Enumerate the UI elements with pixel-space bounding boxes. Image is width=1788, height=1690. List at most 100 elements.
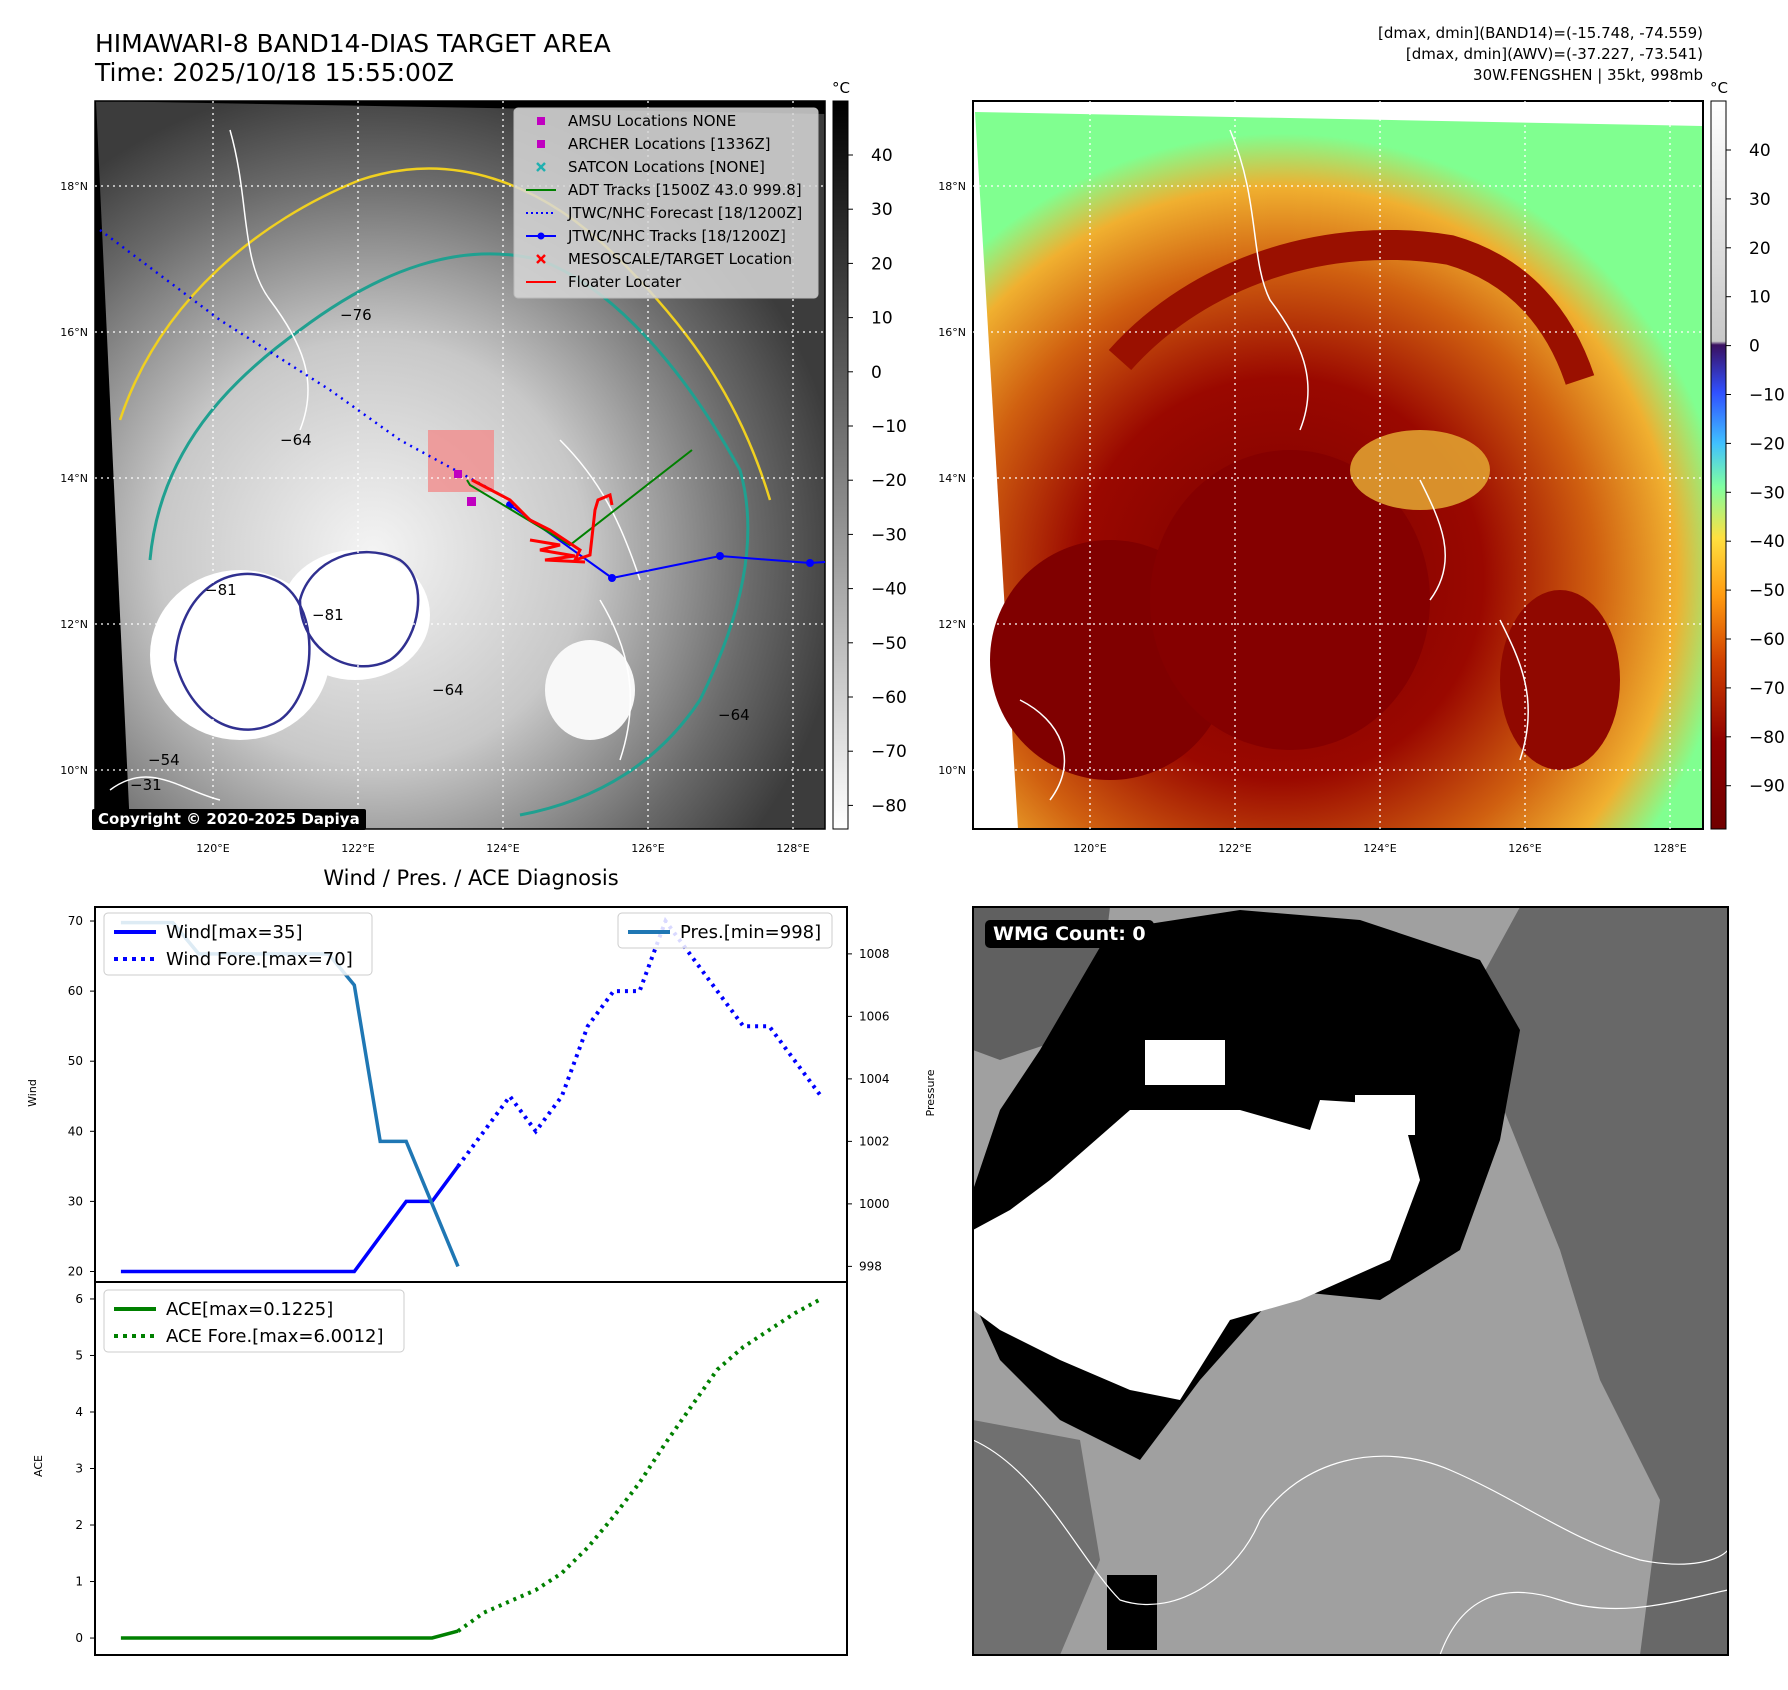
awv-colorbar-tick-label: −10 (1749, 386, 1785, 406)
awv-colorbar-tick-label: −70 (1749, 679, 1785, 699)
ir-colorbar-tick-label: −20 (871, 471, 907, 491)
awv-lat-label: 12°N (938, 618, 966, 631)
ace-legend-label: ACE Fore.[max=6.0012] (166, 1326, 384, 1347)
awv-colorbar-tick-label: −50 (1749, 581, 1785, 601)
wind-tick-label: 70 (68, 914, 83, 928)
adt-track-line (466, 449, 693, 547)
ir-colorbar-tick-label: 40 (871, 146, 893, 166)
ir-colorbar-tick-label: −70 (871, 742, 907, 762)
ir-latitude-labels: 18°N 16°N 14°N 12°N 10°N (60, 180, 88, 777)
legend-symbol (536, 254, 546, 264)
ace-tick-label: 1 (75, 1575, 83, 1589)
archer-location-marker (454, 470, 462, 478)
legend-label: ADT Tracks [1500Z 43.0 999.8] (568, 181, 802, 199)
ace-legend-box (103, 1289, 405, 1353)
awv-colorbar-tick-label: 40 (1749, 141, 1771, 161)
pressure-legend: Pres.[min=998] (617, 912, 833, 949)
ir-lon-label: 126°E (631, 842, 664, 855)
awv-colorbar-unit: °C (1710, 79, 1728, 97)
ace-plot-area (120, 1297, 823, 1640)
wmg-black-patch (1107, 1575, 1157, 1650)
awv-info-line-3: 30W.FENGSHEN | 35kt, 998mb (1473, 66, 1703, 84)
wind-legend: Wind[max=35] Wind Fore.[max=70] (103, 912, 373, 976)
ace-tick-label: 6 (75, 1292, 83, 1306)
awv-gridlines (973, 101, 1703, 829)
pressure-legend-box (617, 912, 833, 949)
wind-tick-label: 50 (68, 1054, 83, 1068)
awv-panel (972, 100, 1704, 830)
ace-tick-label: 2 (75, 1518, 83, 1532)
legend-label: SATCON Locations [NONE] (568, 158, 765, 176)
legend-label: JTWC/NHC Forecast [18/1200Z] (567, 204, 802, 222)
contour-label: −64 (718, 706, 750, 724)
ir-colorbar-tick-label: −30 (871, 525, 907, 545)
wind-legend-label: Wind[max=35] (166, 922, 303, 943)
pressure-tick-label: 1006 (859, 1009, 890, 1023)
wind-tick-label: 40 (68, 1124, 83, 1138)
awv-lat-label: 16°N (938, 326, 966, 339)
contour-label: −64 (280, 431, 312, 449)
jtwc-track-point (608, 574, 616, 582)
ir-tracks (99, 229, 826, 582)
ir-colorbar-tick-label: −80 (871, 796, 907, 816)
archer-location-marker (467, 497, 476, 506)
wmg-white-core (973, 1100, 1420, 1400)
pressure-legend-label: Pres.[min=998] (680, 922, 821, 943)
wmg-count-badge: WMG Count: 0 (985, 920, 1154, 948)
wind-tick-label: 60 (68, 984, 83, 998)
ir-cold-cloud-east (545, 640, 635, 740)
awv-lon-label: 122°E (1218, 842, 1251, 855)
contour-label: −54 (148, 751, 180, 769)
pressure-tick-label: 998 (859, 1259, 882, 1273)
awv-colorbar-tick-label: −60 (1749, 630, 1785, 650)
pressure-tick-label: 1000 (859, 1197, 890, 1211)
copyright-badge: Copyright © 2020-2025 Dapiya (92, 809, 366, 830)
awv-spiral-band (1108, 230, 1595, 385)
ir-legend-items: AMSU Locations NONE ARCHER Locations [133… (526, 112, 802, 291)
awv-lat-label: 18°N (938, 180, 966, 193)
awv-longitude-labels: 120°E 122°E 124°E 126°E 128°E (1073, 842, 1686, 855)
ir-colorbar-ticks: 40 30 20 10 0 −10 −20 −30 −40 −50 −60 −70 −80 (848, 146, 907, 816)
pressure-tick-label: 1008 (859, 947, 890, 961)
pressure-tick-label: 1004 (859, 1072, 890, 1086)
ir-lat-label: 18°N (60, 180, 88, 193)
ir-contour-labels: −76 −81 −64 −54 −31 −64 −64 −81 (130, 306, 750, 794)
wind-tick-label: 30 (68, 1194, 83, 1208)
ace-legend: ACE[max=0.1225] ACE Fore.[max=6.0012] (103, 1289, 405, 1353)
legend-label: AMSU Locations NONE (568, 112, 736, 130)
ir-lat-label: 16°N (60, 326, 88, 339)
wmg-white-patch (1145, 1040, 1225, 1085)
ace-tick-label: 4 (75, 1405, 83, 1419)
ace-y-axis: 6 5 4 3 2 1 0 (75, 1292, 95, 1645)
wind-legend-box (103, 912, 373, 976)
awv-colorbar-tick-label: −80 (1749, 728, 1785, 748)
awv-colorbar-tick-label: 10 (1749, 288, 1771, 308)
ace-chart: ACE[max=0.1225] ACE Fore.[max=6.0012] 6 5 4… (32, 1281, 848, 1656)
ir-lon-label: 120°E (196, 842, 229, 855)
ir-panel (94, 100, 826, 830)
contour-label: −76 (340, 306, 372, 324)
wmg-dark-gray-east (1480, 907, 1728, 1655)
pressure-tick-label: 1002 (859, 1134, 890, 1148)
legend-symbol (537, 140, 545, 148)
awv-colorbar-tick-label: −40 (1749, 532, 1785, 552)
ir-legend (513, 107, 819, 299)
ir-lon-label: 128°E (776, 842, 809, 855)
ir-lon-label: 124°E (486, 842, 519, 855)
ir-lat-label: 10°N (60, 764, 88, 777)
wmg-white-patch (1355, 1095, 1415, 1135)
ir-colorbar-tick-label: 30 (871, 200, 893, 220)
ace-tick-label: 0 (75, 1631, 83, 1645)
ir-longitude-labels: 120°E 122°E 124°E 126°E 128°E (196, 842, 809, 855)
awv-info-line-1: [dmax, dmin](BAND14)=(-15.748, -74.559) (1378, 24, 1703, 42)
wmg-panel (972, 906, 1729, 1656)
contour-label: −81 (312, 606, 344, 624)
awv-info-line-2: [dmax, dmin](AWV)=(-37.227, -73.541) (1406, 45, 1703, 63)
legend-symbol (526, 232, 556, 240)
legend-label: MESOSCALE/TARGET Location (568, 250, 792, 268)
ir-colorbar-tick-label: −50 (871, 634, 907, 654)
wmg-frame (972, 906, 1729, 1656)
awv-lon-label: 124°E (1363, 842, 1396, 855)
wind-series-line (120, 1165, 460, 1274)
awv-colorbar-ticks: 40 30 20 10 0 −10 −20 −30 −40 −50 −60 −70 −80 −90 (1726, 141, 1785, 797)
